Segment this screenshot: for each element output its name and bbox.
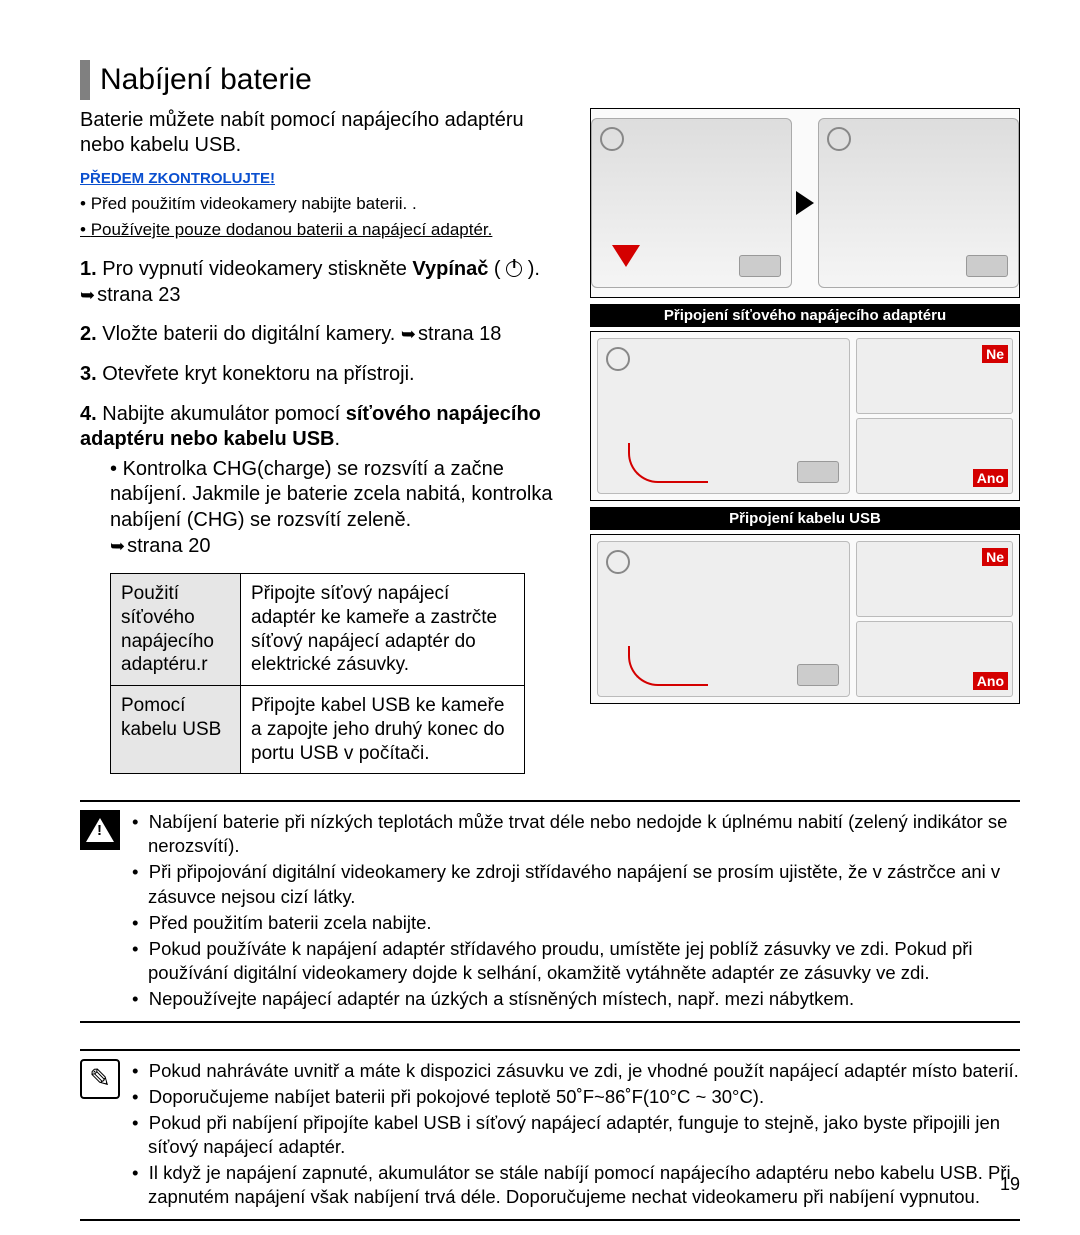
mini-panel-correct: Ano [856, 621, 1013, 697]
camcorder-shape [597, 338, 850, 494]
step-2: 2. Vložte baterii do digitální kamery. s… [80, 322, 570, 348]
camcorder-shape [591, 118, 792, 287]
right-column: Připojení síťového napájecího adaptéru N… [590, 108, 1020, 774]
title-text: Nabíjení baterie [100, 63, 312, 97]
page-ref-arrow-icon [401, 323, 418, 345]
diagram-usb-cable: Ne Ano [590, 534, 1020, 704]
label-ano: Ano [973, 469, 1008, 487]
list-item: Pokud při nabíjení připojíte kabel USB i… [132, 1111, 1020, 1159]
diagram-caption-usb: Připojení kabelu USB [590, 507, 1020, 530]
left-column: Baterie můžete nabít pomocí napájecího a… [80, 108, 570, 774]
title-accent-bar [80, 60, 90, 100]
warning-list: Nabíjení baterie při nízkých teplotách m… [132, 810, 1020, 1012]
table-cell-text: Připojte kabel USB ke kameře a zapojte j… [241, 686, 525, 774]
list-item: Při připojování digitální videokamery ke… [132, 860, 1020, 908]
main-content-row: Baterie můžete nabít pomocí napájecího a… [80, 108, 1020, 774]
table-cell-text: Připojte síťový napájecí adaptér ke kame… [241, 574, 525, 686]
table-cell-label: Pomocí kabelu USB [111, 686, 241, 774]
connection-table: Použití síťového napájecího adaptéru.r P… [110, 573, 525, 774]
table-row: Použití síťového napájecího adaptéru.r P… [111, 574, 525, 686]
list-item: Doporučujeme nabíjet baterii při pokojov… [132, 1085, 1020, 1109]
note-icon [80, 1059, 120, 1099]
diagram-ac-adapter: Ne Ano [590, 331, 1020, 501]
step-1: 1. Pro vypnutí videokamery stiskněte Vyp… [80, 257, 570, 308]
precheck-heading: PŘEDEM ZKONTROLUJTE! [80, 170, 570, 187]
note-list: Pokud nahráváte uvnitř a máte k dispozic… [132, 1059, 1020, 1211]
camcorder-shape [597, 541, 850, 697]
red-cable-icon [628, 646, 708, 686]
precheck-item-1: • Před použitím videokamery nabijte bate… [80, 193, 570, 215]
label-ne: Ne [982, 548, 1008, 566]
table-row: Pomocí kabelu USB Připojte kabel USB ke … [111, 686, 525, 774]
mini-panel-wrong: Ne [856, 541, 1013, 617]
steps-list: 1. Pro vypnutí videokamery stiskněte Vyp… [80, 257, 570, 774]
page-number: 19 [1000, 1174, 1020, 1195]
precheck-item-2: • Používejte pouze dodanou baterii a nap… [80, 219, 570, 241]
table-cell-label: Použití síťového napájecího adaptéru.r [111, 574, 241, 686]
note-block: Pokud nahráváte uvnitř a máte k dispozic… [80, 1049, 1020, 1221]
step-3: 3. Otevřete kryt konektoru na přístroji. [80, 362, 570, 388]
list-item: Il když je napájení zapnuté, akumulátor … [132, 1161, 1020, 1209]
triangle-arrow-icon [796, 191, 814, 215]
list-item: Pokud používáte k napájení adaptér stříd… [132, 937, 1020, 985]
list-item: Před použitím baterii zcela nabijte. [132, 911, 1020, 935]
power-icon [506, 261, 522, 277]
camcorder-shape [818, 118, 1019, 287]
page-ref-arrow-icon [80, 284, 97, 306]
diagram-caption-ac: Připojení síťového napájecího adaptéru [590, 304, 1020, 327]
mini-panel-correct: Ano [856, 418, 1013, 494]
red-cable-icon [628, 443, 708, 483]
list-item: Nabíjení baterie při nízkých teplotách m… [132, 810, 1020, 858]
label-ne: Ne [982, 345, 1008, 363]
list-item: Pokud nahráváte uvnitř a máte k dispozic… [132, 1059, 1020, 1083]
diagram-battery-insert [590, 108, 1020, 298]
warning-icon [80, 810, 120, 850]
section-title: Nabíjení baterie [80, 60, 1020, 100]
mini-panel-wrong: Ne [856, 338, 1013, 414]
warning-block: Nabíjení baterie při nízkých teplotách m… [80, 800, 1020, 1022]
label-ano: Ano [973, 672, 1008, 690]
red-arrow-icon [612, 245, 640, 267]
list-item: Nepoužívejte napájecí adaptér na úzkých … [132, 987, 1020, 1011]
step-4: 4. Nabijte akumulátor pomocí síťového na… [80, 402, 570, 560]
page-ref-arrow-icon [110, 535, 127, 557]
step-4-sub: • Kontrolka CHG(charge) se rozsvítí a za… [110, 457, 570, 559]
intro-text: Baterie můžete nabít pomocí napájecího a… [80, 108, 570, 158]
